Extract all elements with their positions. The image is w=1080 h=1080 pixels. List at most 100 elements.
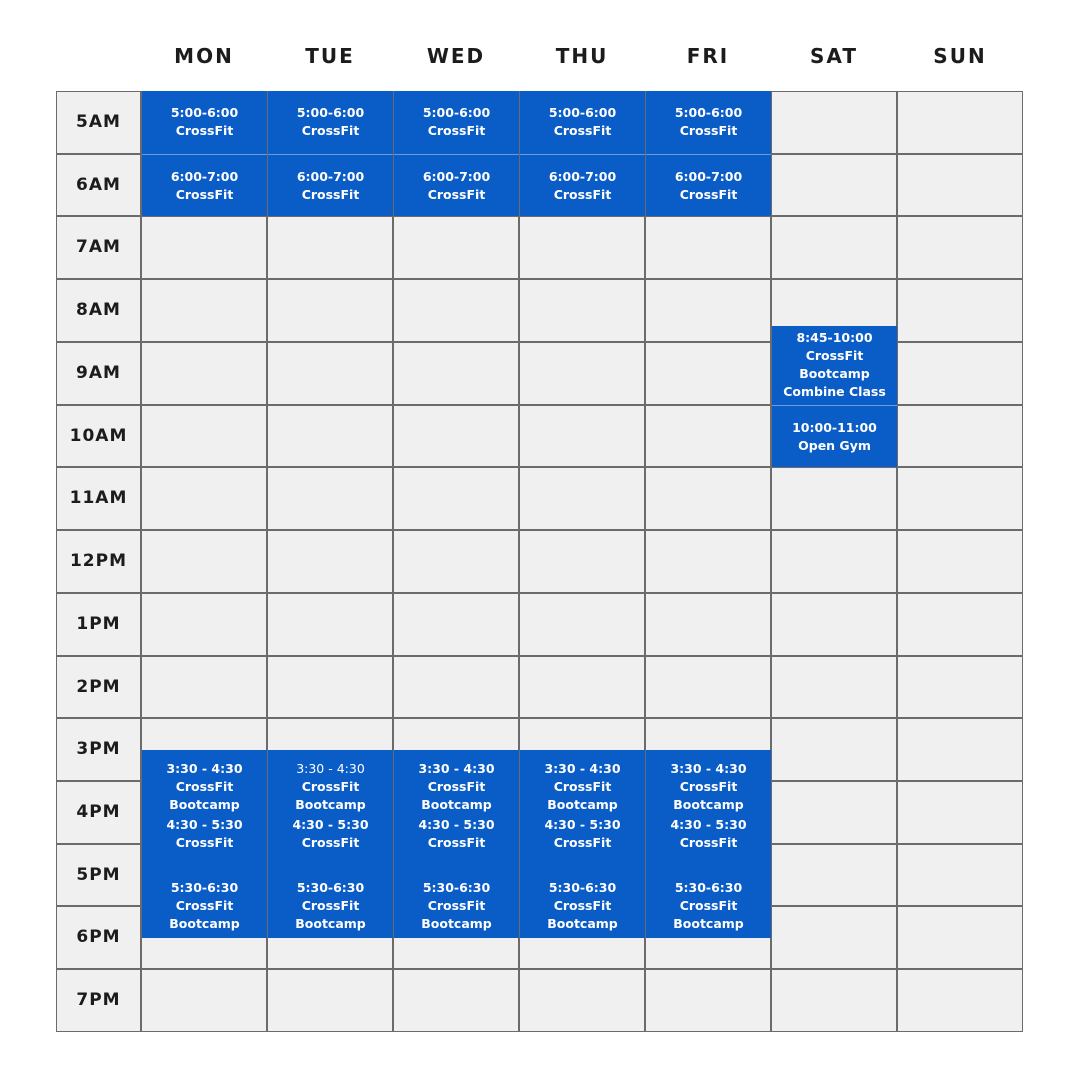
- time-label: 10AM: [69, 425, 128, 446]
- event-name: CrossFit: [679, 835, 738, 851]
- event-name: Open Gym: [798, 437, 871, 453]
- class-event[interactable]: 4:30 - 5:30 CrossFit: [646, 812, 771, 876]
- schedule-cell: [897, 216, 1023, 280]
- schedule-cell: [519, 655, 645, 719]
- schedule-cell: [141, 530, 267, 593]
- schedule-cell: [519, 969, 645, 1032]
- event-time: 3:30 - 4:30: [670, 760, 747, 776]
- time-cell: [56, 341, 141, 405]
- day-header-mon: MON: [174, 44, 234, 68]
- time-label: 6PM: [76, 927, 121, 948]
- event-time: 6:00-7:00: [674, 168, 743, 184]
- schedule-cell: [897, 781, 1023, 844]
- class-event[interactable]: 4:30 - 5:30 CrossFit: [268, 812, 393, 876]
- schedule-cell: [519, 592, 645, 656]
- class-event[interactable]: 5:00-6:00 CrossFit: [268, 91, 393, 154]
- time-label: 9AM: [76, 362, 121, 383]
- class-event[interactable]: 4:30 - 5:30 CrossFit: [520, 812, 645, 876]
- time-label: 4PM: [76, 802, 121, 823]
- time-label: 7PM: [76, 990, 121, 1011]
- time-cell: [56, 906, 141, 970]
- schedule-cell: [645, 467, 771, 531]
- class-event[interactable]: 4:30 - 5:30 CrossFit: [394, 812, 519, 876]
- class-event[interactable]: 6:00-7:00 CrossFit: [646, 153, 771, 217]
- schedule-cell: [897, 655, 1023, 719]
- schedule-cell: [897, 906, 1023, 970]
- class-event[interactable]: 6:00-7:00 CrossFit: [142, 153, 267, 217]
- schedule-cell: [771, 781, 897, 844]
- schedule-cell: [771, 655, 897, 719]
- schedule-cell: [267, 279, 393, 342]
- schedule-cell: [141, 655, 267, 719]
- event-name: Bootcamp: [799, 366, 870, 382]
- event-name: Bootcamp: [169, 916, 240, 932]
- event-time: 6:00-7:00: [548, 168, 617, 184]
- schedule-cell: [771, 467, 897, 531]
- class-event[interactable]: 5:00-6:00 CrossFit: [394, 91, 519, 154]
- class-event[interactable]: 5:30-6:30 CrossFit Bootcamp: [268, 875, 393, 938]
- event-name: CrossFit: [175, 898, 234, 914]
- day-header-thu: THU: [555, 44, 609, 68]
- event-time: 5:00-6:00: [296, 105, 365, 121]
- event-time: 5:30-6:30: [296, 880, 365, 896]
- time-cell: [56, 530, 141, 593]
- class-event[interactable]: 5:00-6:00 CrossFit: [142, 91, 267, 154]
- event-time: 3:30 - 4:30: [166, 760, 243, 776]
- class-event[interactable]: 3:30 - 4:30 CrossFit Bootcamp: [520, 749, 645, 813]
- class-event[interactable]: 5:30-6:30 CrossFit Bootcamp: [394, 875, 519, 938]
- class-event[interactable]: 3:30 - 4:30 CrossFit Bootcamp: [268, 749, 393, 813]
- schedule-cell: [267, 404, 393, 468]
- event-name: Bootcamp: [547, 796, 618, 812]
- schedule-cell: [897, 341, 1023, 405]
- event-time: 4:30 - 5:30: [166, 817, 243, 833]
- class-event[interactable]: 6:00-7:00 CrossFit: [268, 153, 393, 217]
- class-event[interactable]: 8:45-10:00 CrossFit Bootcamp Combine Class: [772, 326, 897, 405]
- class-event[interactable]: 5:30-6:30 CrossFit Bootcamp: [646, 875, 771, 938]
- schedule-cell: [267, 530, 393, 593]
- schedule-cell: [897, 467, 1023, 531]
- class-event[interactable]: 4:30 - 5:30 CrossFit: [142, 812, 267, 876]
- time-label: 11AM: [69, 488, 128, 509]
- class-event[interactable]: 5:00-6:00 CrossFit: [646, 91, 771, 154]
- class-event[interactable]: 10:00-11:00 Open Gym: [772, 404, 897, 468]
- schedule-cell: [267, 341, 393, 405]
- schedule-cell: [393, 279, 519, 342]
- class-event[interactable]: 3:30 - 4:30 CrossFit Bootcamp: [394, 749, 519, 813]
- event-time: 10:00-11:00: [792, 419, 877, 435]
- schedule-cell: [897, 592, 1023, 656]
- event-time: 6:00-7:00: [170, 168, 239, 184]
- schedule-cell: [771, 969, 897, 1032]
- schedule-cell: [141, 467, 267, 531]
- event-name: Combine Class: [783, 384, 886, 400]
- schedule-cell: [645, 969, 771, 1032]
- event-name: Bootcamp: [547, 916, 618, 932]
- schedule-cell: [519, 467, 645, 531]
- schedule-cell: [141, 341, 267, 405]
- event-name: CrossFit: [301, 186, 360, 202]
- schedule-cell: [771, 592, 897, 656]
- time-label: 8AM: [76, 300, 121, 321]
- schedule-cell: [519, 530, 645, 593]
- class-event[interactable]: 5:30-6:30 CrossFit Bootcamp: [520, 875, 645, 938]
- time-cell: [56, 969, 141, 1032]
- schedule-cell: [141, 404, 267, 468]
- time-label: 1PM: [76, 613, 121, 634]
- day-header-fri: FRI: [686, 44, 730, 68]
- class-event[interactable]: 6:00-7:00 CrossFit: [394, 153, 519, 217]
- time-label: 6AM: [76, 174, 121, 195]
- schedule-cell: [897, 404, 1023, 468]
- class-event[interactable]: 6:00-7:00 CrossFit: [520, 153, 645, 217]
- class-event[interactable]: 3:30 - 4:30 CrossFit Bootcamp: [646, 749, 771, 813]
- schedule-cell: [897, 91, 1023, 154]
- event-name: CrossFit: [427, 123, 486, 139]
- schedule-cell: [267, 655, 393, 719]
- schedule-cell: [897, 279, 1023, 342]
- schedule-cell: [393, 969, 519, 1032]
- event-time: 4:30 - 5:30: [418, 817, 495, 833]
- schedule-cell: [645, 530, 771, 593]
- class-event[interactable]: 5:00-6:00 CrossFit: [520, 91, 645, 154]
- class-event[interactable]: 3:30 - 4:30 CrossFit Bootcamp: [142, 749, 267, 813]
- event-time: 5:30-6:30: [674, 880, 743, 896]
- class-event[interactable]: 5:30-6:30 CrossFit Bootcamp: [142, 875, 267, 938]
- event-name: CrossFit: [175, 835, 234, 851]
